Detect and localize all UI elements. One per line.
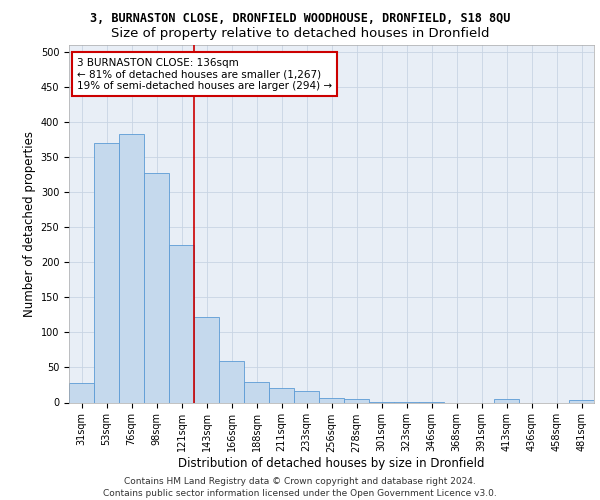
Bar: [344, 399, 369, 402]
Bar: [269, 388, 294, 402]
Bar: [294, 392, 319, 402]
Bar: [94, 143, 119, 403]
Text: Contains HM Land Registry data © Crown copyright and database right 2024.
Contai: Contains HM Land Registry data © Crown c…: [103, 476, 497, 498]
Bar: [144, 172, 169, 402]
X-axis label: Distribution of detached houses by size in Dronfield: Distribution of detached houses by size …: [178, 457, 485, 470]
Bar: [119, 134, 144, 402]
Bar: [494, 399, 519, 402]
Bar: [219, 361, 244, 403]
Bar: [569, 400, 594, 402]
Y-axis label: Number of detached properties: Number of detached properties: [23, 130, 37, 317]
Bar: [244, 382, 269, 402]
Text: 3, BURNASTON CLOSE, DRONFIELD WOODHOUSE, DRONFIELD, S18 8QU: 3, BURNASTON CLOSE, DRONFIELD WOODHOUSE,…: [90, 12, 510, 26]
Bar: [319, 398, 344, 402]
Text: 3 BURNASTON CLOSE: 136sqm
← 81% of detached houses are smaller (1,267)
19% of se: 3 BURNASTON CLOSE: 136sqm ← 81% of detac…: [77, 58, 332, 90]
Bar: [194, 317, 219, 402]
Bar: [169, 245, 194, 402]
Bar: [69, 383, 94, 402]
Text: Size of property relative to detached houses in Dronfield: Size of property relative to detached ho…: [111, 28, 489, 40]
